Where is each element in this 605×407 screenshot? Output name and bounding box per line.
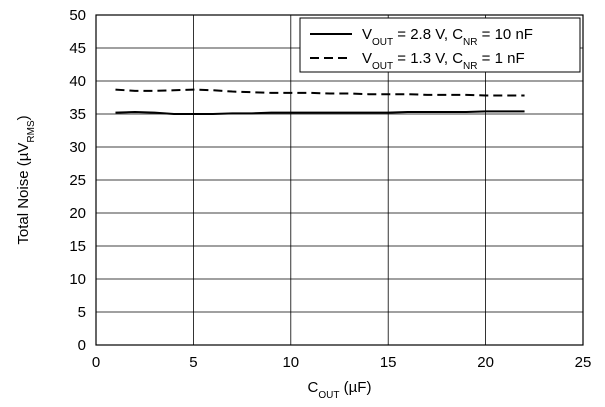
tick-label-layer: 0 5 10 15 20 25 30 35 40 45 50 0 5 10 15 20 25: [69, 7, 591, 371]
y-tick-label: 10: [69, 271, 86, 288]
x-tick-label: 0: [92, 354, 100, 371]
series-line-1: [115, 110, 525, 115]
x-tick-label: 5: [189, 354, 197, 371]
legend-label-2: VOUT = 1.3 V, CNR = 1 nF: [362, 50, 525, 72]
plot-frame: [95, 14, 584, 346]
x-axis-title: COUT (µF): [308, 379, 372, 401]
y-tick-label: 15: [69, 238, 86, 255]
legend-box: [299, 17, 581, 73]
y-tick-label: 0: [78, 337, 86, 354]
legend-label-1: VOUT = 2.8 V, CNR = 10 nF: [362, 26, 533, 48]
y-tick-label: 45: [69, 40, 86, 57]
x-tick-label: 10: [282, 354, 299, 371]
y-axis-title: Total Noise (µVRMS): [15, 115, 37, 244]
y-tick-label: 40: [69, 73, 86, 90]
y-tick-label: 30: [69, 139, 86, 156]
series-line-2: [115, 88, 525, 97]
y-tick-label: 25: [69, 172, 86, 189]
y-tick-label: 20: [69, 205, 86, 222]
x-tick-label: 20: [477, 354, 494, 371]
series-layer: [115, 88, 525, 115]
y-tick-label: 5: [78, 304, 86, 321]
x-tick-label: 25: [575, 354, 592, 371]
x-tick-label: 15: [380, 354, 397, 371]
y-tick-label: 35: [69, 106, 86, 123]
y-tick-label: 50: [69, 7, 86, 24]
